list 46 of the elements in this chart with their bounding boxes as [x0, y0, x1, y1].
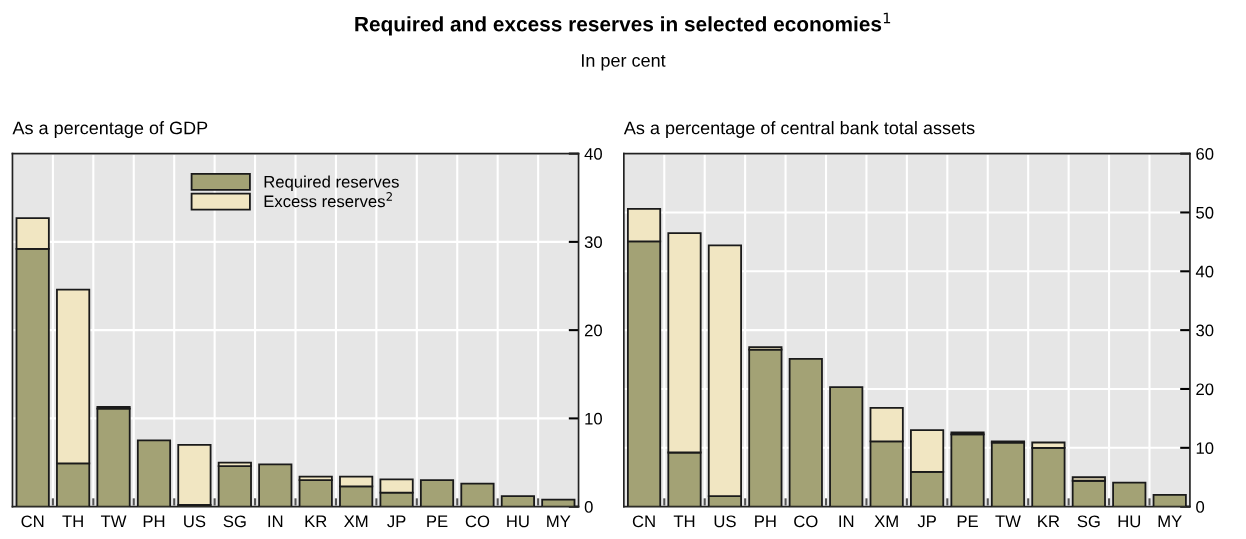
x-tick-label: PH — [755, 515, 776, 528]
x-tick-label: US — [714, 515, 736, 528]
x-tick-label: TW — [100, 515, 127, 528]
x-tick-label: XM — [344, 515, 368, 528]
y-tick-label: 10 — [1196, 442, 1214, 455]
x-tick-label: PE — [427, 515, 448, 528]
y-tick-label: 40 — [584, 148, 602, 160]
x-tick-label: SG — [223, 515, 246, 528]
x-tick-label: HU — [1118, 515, 1141, 528]
chart-title: As a percentage of GDP — [12, 121, 208, 138]
y-tick-label: 0 — [1196, 501, 1205, 513]
x-tick-label: PE — [957, 515, 978, 528]
y-tick-label: 40 — [1195, 265, 1214, 278]
x-tick-label: JP — [917, 515, 936, 528]
x-tick-label: KR — [1038, 515, 1060, 528]
x-tick-label: KR — [305, 515, 327, 528]
text: In per cent — [582, 54, 666, 71]
y-tick-label: 30 — [1196, 324, 1214, 337]
x-tick-label: SG — [1077, 515, 1100, 528]
x-tick-label: IN — [839, 515, 854, 528]
x-tick-label: TH — [673, 515, 695, 528]
y-tick-label: 10 — [585, 412, 602, 425]
y-tick-label: 0 — [584, 501, 593, 513]
x-tick-label: HU — [507, 515, 529, 528]
x-tick-label: MY — [547, 515, 571, 528]
x-tick-label: CN — [632, 515, 655, 528]
y-tick-label: 50 — [1196, 206, 1214, 219]
y-tick-label: 30 — [584, 236, 602, 249]
text: Required and excess reserves in selected economies$^{1}$ — [355, 12, 891, 36]
x-tick-label: PH — [143, 515, 165, 528]
x-tick-label: US — [184, 515, 206, 528]
x-tick-label: TH — [62, 515, 83, 528]
x-tick-label: JP — [387, 515, 406, 528]
x-tick-label: CO — [794, 515, 818, 528]
x-tick-label: XM — [874, 515, 898, 528]
legend-label: Excess reserves$^{2}$ — [264, 192, 392, 208]
legend-label: Required reserves — [264, 175, 399, 192]
y-tick-label: 20 — [1196, 383, 1214, 396]
x-tick-label: TW — [995, 515, 1021, 528]
y-tick-label: 60 — [1196, 148, 1214, 160]
x-tick-label: CN — [21, 515, 44, 528]
x-tick-label: CO — [465, 515, 490, 528]
y-tick-label: 20 — [584, 324, 602, 337]
x-tick-label: IN — [268, 515, 283, 528]
chart-title: As a percentage of central bank total assets — [623, 121, 975, 138]
x-tick-label: MY — [1158, 515, 1182, 528]
